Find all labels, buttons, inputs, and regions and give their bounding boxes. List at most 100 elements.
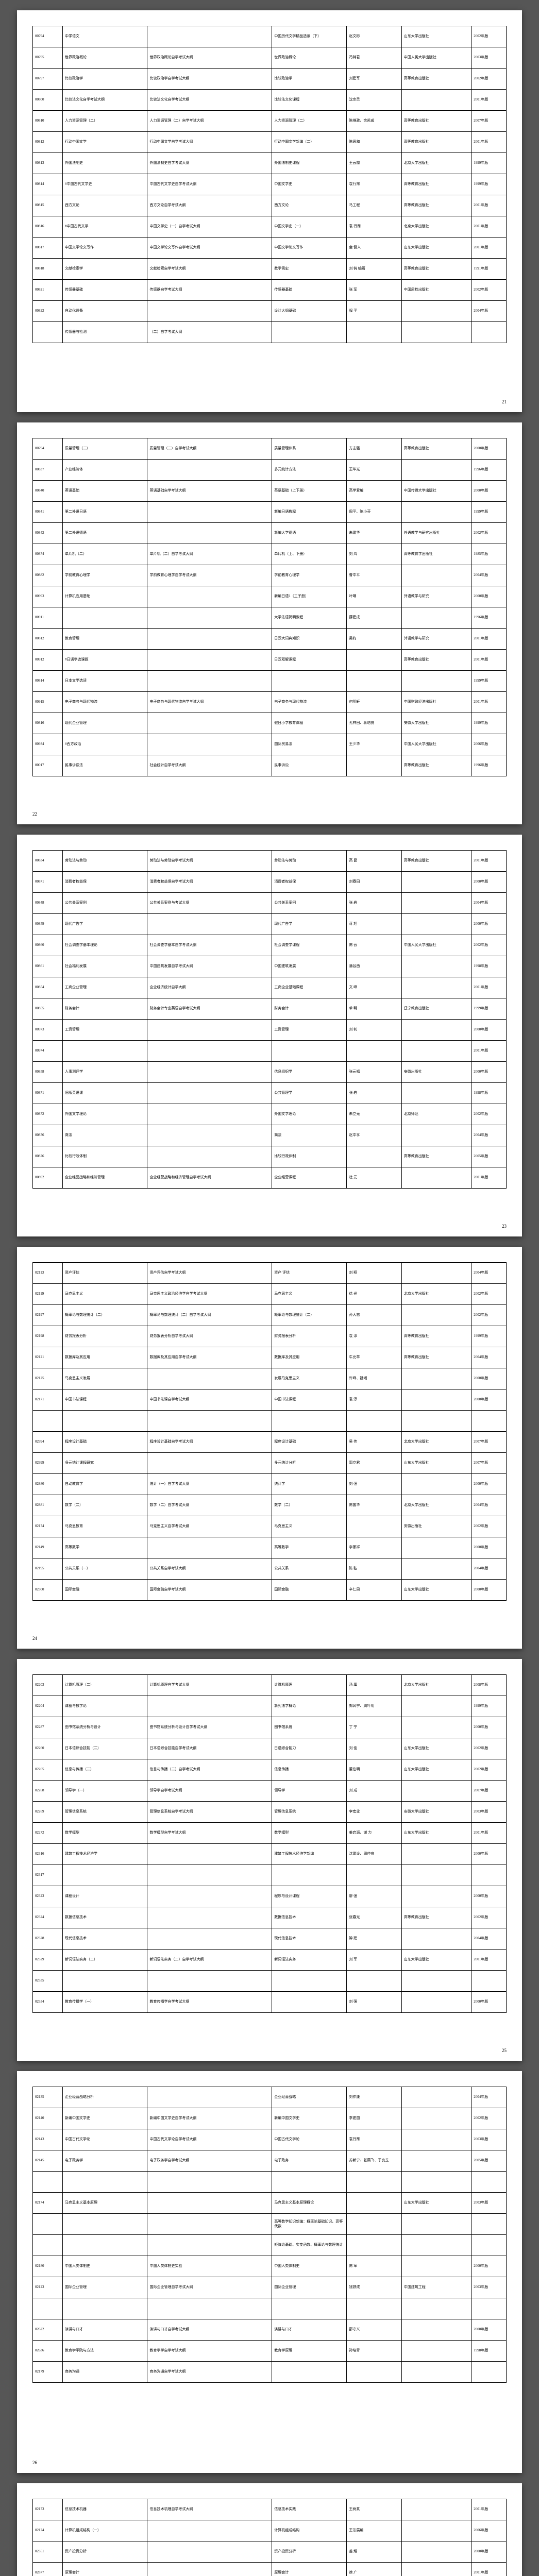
table-cell: 1996年版 (471, 607, 507, 629)
table-row: 02123国际企业管理国际企业管理自学考试大纲国际企业管理钱铁成中国建筑工程20… (33, 2277, 507, 2298)
table-cell: 电子政务 (272, 2150, 347, 2172)
table-cell: 2004年版 (471, 301, 507, 322)
table-cell (401, 671, 471, 692)
table-cell: 山东大学出版社 (401, 238, 471, 259)
table-cell: 新编中国文学史 (63, 2108, 147, 2129)
table-cell (401, 1558, 471, 1580)
table-cell: 廖 强 (347, 1886, 401, 1907)
table-cell (347, 650, 401, 671)
table-row: 02260日本语综合技能（二）日本语综合技能自学考试大纲日语综合能力刘 佳山东大… (33, 1738, 507, 1759)
table-cell: 国际金融 (63, 1580, 147, 1601)
table-cell: 2003年版 (471, 47, 507, 69)
table-cell: 消费者权益保 (272, 872, 347, 893)
table-cell: 信息技术机器 (63, 2499, 147, 2520)
table-cell: 2004年版 (471, 1928, 507, 1950)
table-cell: 刘 强 (347, 1992, 401, 2013)
table-cell: 新编大学德语 (272, 523, 347, 544)
table-cell (401, 1041, 471, 1062)
table-cell: 徐 广 (347, 2563, 401, 2576)
table-cell: 00841 (33, 502, 63, 523)
table-cell: 传感器自学考试大纲 (147, 280, 272, 301)
table-cell: 赵文彬 (347, 26, 401, 47)
table-cell: 02324 (33, 1907, 63, 1928)
table-cell (272, 2362, 347, 2383)
table-cell: 袁 行霈 (347, 216, 401, 238)
table-row: 02269管理信息系统管理信息系统自学考试大纲管理信息系统李宏业安徽大学出版社2… (33, 1802, 507, 1823)
table-cell: 张 军 (347, 280, 401, 301)
table-cell: 中国财政经济出版社 (401, 692, 471, 713)
table-row: 00871旧版英语课公共管理学张 岩1998年版 (33, 1083, 507, 1104)
table-cell (401, 2520, 471, 2541)
table-cell: 原理会计 (272, 2563, 347, 2576)
table-cell: 李宏业 (347, 1802, 401, 1823)
table-cell (471, 322, 507, 343)
table-cell: 1999年版 (471, 153, 507, 174)
table-cell (63, 1971, 147, 1992)
table-cell: 00858 (33, 1062, 63, 1083)
table-row: 00812行动中国文学行动中国文学自学考试大纲行动中国文学新编（二）陈思和高等教… (33, 132, 507, 153)
table-row: 00822自动化设备设计大纲基础程 平2004年版 (33, 301, 507, 322)
table-cell (401, 956, 471, 977)
table-row: 02171中国书法课程中国书法课自学考试大纲中国书法课程袁 淳2000年版 (33, 1389, 507, 1411)
table-cell: 00871 (33, 1083, 63, 1104)
table-cell: 2000年版 (471, 1717, 507, 1738)
table-cell (401, 301, 471, 322)
table-cell: 00860 (33, 935, 63, 956)
table-cell: 张元福 (347, 1062, 401, 1083)
table-cell: 高等数学 (272, 1537, 347, 1558)
table-row: 00837产业经济体多元统计方法王华光1996年版 (33, 460, 507, 481)
table-cell: 程序设计基础 (63, 1432, 147, 1453)
table-row: 02180中国人类体制史中国人类体制史实验中国人类体制史陈 军2000年版 (33, 2256, 507, 2277)
table-cell: 中国人类体制史实验 (147, 2256, 272, 2277)
table-cell: 人事测评学 (63, 1062, 147, 1083)
table-cell: 数据信息技术 (272, 1907, 347, 1928)
table-cell: 00912 (33, 650, 63, 671)
table-cell: 管理信息系统 (63, 1802, 147, 1823)
table-cell: 比较法文化自学考试大纲 (147, 90, 272, 111)
table-row: 02300国际金融国际金融自学考试大纲国际金融辛仁周山东大学出版社2000年版 (33, 1580, 507, 1601)
table-cell: 教育学学自学考试大纲 (147, 2341, 272, 2362)
table-cell: 2004年版 (471, 1347, 507, 1368)
table-row: 02149高等数学高等数学李家祥2000年版 (33, 1537, 507, 1558)
table-cell (471, 2214, 507, 2235)
table-cell (147, 1125, 272, 1146)
table-cell: 质量管理（二） (63, 438, 147, 460)
table-cell: 日汉大词典知识 (272, 629, 347, 650)
table-cell: 财务报表分析 (63, 1326, 147, 1347)
table-cell: 00816 (33, 216, 63, 238)
table-cell (471, 2235, 507, 2256)
table-row: 00800比较法文化自学考试大纲比较法文化自学考试大纲比较法文化课程沈宗灵200… (33, 90, 507, 111)
table-cell: 财务会计 (63, 998, 147, 1020)
table-cell: 计算机应用基础 (63, 586, 147, 607)
table-cell: 新词语法实务（二）自学考试大纲 (147, 1950, 272, 1971)
table-row: 02268领导学（一）领导学自学考试大纲领导学刘 成2007年版 (33, 1781, 507, 1802)
table-cell: 00876 (33, 1125, 63, 1146)
table-cell: 00861 (33, 956, 63, 977)
table-cell: 2002年版 (471, 523, 507, 544)
table-cell: 00842 (33, 523, 63, 544)
table-cell: 朱立元 (347, 1104, 401, 1125)
table-cell: 民事诉讼 (272, 755, 347, 776)
table-cell: 高等教育学出版社 (401, 544, 471, 565)
table-cell (147, 1907, 272, 1928)
table-cell: #中国古代文学 (63, 216, 147, 238)
table-cell: 02260 (33, 1738, 63, 1759)
table-cell: 领导学自学考试大纲 (147, 1781, 272, 1802)
data-table: 00794质量管理（二）质量管理（二）自学考试大纲质量管理体系方志强高等教育出版… (32, 438, 507, 776)
table-cell: 演讲与口才 (272, 2319, 347, 2341)
table-row: 00812教育管理日汉大词典知识吴钧外语教学与研究2001年版 (33, 629, 507, 650)
table-cell (401, 1474, 471, 1495)
table-cell (401, 1844, 471, 1865)
table-cell: 薛建成 (347, 607, 401, 629)
table-cell: 1999年版 (471, 1696, 507, 1717)
table-cell: 02334 (33, 1992, 63, 2013)
table-cell: 00874 (33, 544, 63, 565)
table-row: 00860社会调查学基本理论社会调查学基本自学考试大纲社会调查学课程陈 云中国人… (33, 935, 507, 956)
page: 02113资产评估资产评估自学考试大纲资产 评估刘 翔2004年版02119马克… (17, 1247, 522, 1649)
table-cell: 吴 伟 (347, 1432, 401, 1453)
table-cell: 新编日语教程 (272, 502, 347, 523)
table-cell: 数据库及其应用自学考试大纲 (147, 1347, 272, 1368)
table-cell (147, 2541, 272, 2563)
table-cell: 袁行霈 (347, 2129, 401, 2150)
table-cell (272, 322, 347, 343)
